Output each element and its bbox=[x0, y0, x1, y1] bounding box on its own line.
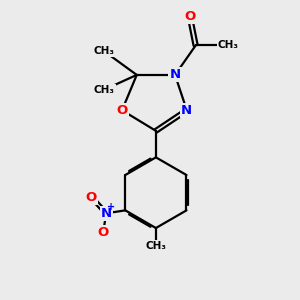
Text: O: O bbox=[86, 190, 97, 204]
Text: N: N bbox=[169, 68, 181, 81]
Text: CH₃: CH₃ bbox=[94, 85, 115, 94]
Text: CH₃: CH₃ bbox=[94, 46, 115, 56]
Text: N: N bbox=[100, 207, 112, 220]
Text: +: + bbox=[107, 202, 115, 212]
Text: O: O bbox=[98, 226, 109, 239]
Text: N: N bbox=[181, 104, 192, 117]
Text: CH₃: CH₃ bbox=[218, 40, 239, 50]
Text: O: O bbox=[116, 104, 128, 117]
Text: CH₃: CH₃ bbox=[146, 241, 167, 251]
Text: O: O bbox=[184, 10, 195, 22]
